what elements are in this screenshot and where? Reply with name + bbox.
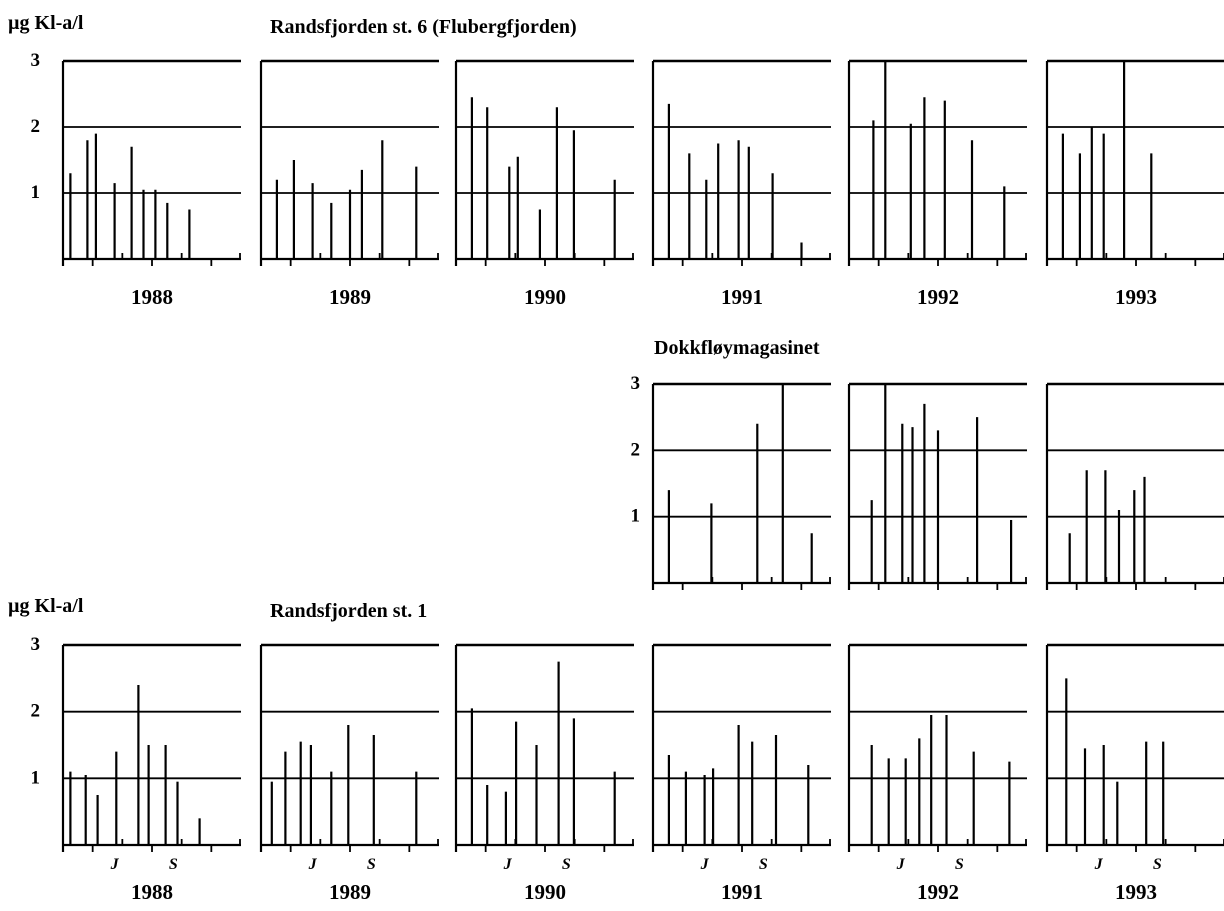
x-tick-label-S: S xyxy=(759,856,768,873)
x-tick-label-J: J xyxy=(1094,856,1104,873)
y-tick-label-1: 1 xyxy=(631,506,641,527)
y-tick-label-3: 3 xyxy=(631,373,641,394)
year-label-1992: 1992 xyxy=(917,285,959,309)
x-tick-label-S: S xyxy=(562,856,571,873)
year-label-1988: 1988 xyxy=(131,880,173,904)
x-tick-label-J: J xyxy=(110,856,120,873)
y-tick-label-3: 3 xyxy=(31,634,41,655)
year-label-1992: 1992 xyxy=(917,880,959,904)
chart-title-top: Randsfjorden st. 6 (Flubergfjorden) xyxy=(270,16,577,38)
x-tick-label-J: J xyxy=(700,856,710,873)
y-unit-label-bottom: µg Kl-a/l xyxy=(8,595,84,617)
year-label-1990: 1990 xyxy=(524,285,566,309)
x-tick-label-S: S xyxy=(169,856,178,873)
year-label-1990: 1990 xyxy=(524,880,566,904)
y-tick-label-2: 2 xyxy=(31,116,41,137)
chart-title-mid: Dokkfløymagasinet xyxy=(654,337,820,359)
x-tick-label-J: J xyxy=(503,856,513,873)
x-tick-label-S: S xyxy=(955,856,964,873)
y-tick-label-1: 1 xyxy=(31,182,41,203)
x-tick-label-J: J xyxy=(308,856,318,873)
year-label-1993: 1993 xyxy=(1115,880,1157,904)
x-tick-label-S: S xyxy=(367,856,376,873)
y-tick-label-3: 3 xyxy=(31,50,41,71)
y-tick-label-2: 2 xyxy=(31,701,41,722)
year-label-1991: 1991 xyxy=(721,285,763,309)
chart-title-bottom: Randsfjorden st. 1 xyxy=(270,600,428,622)
year-label-1993: 1993 xyxy=(1115,285,1157,309)
x-tick-label-S: S xyxy=(1153,856,1162,873)
y-unit-label-top: µg Kl-a/l xyxy=(8,12,84,34)
y-tick-label-2: 2 xyxy=(631,439,641,460)
year-label-1991: 1991 xyxy=(721,880,763,904)
x-tick-label-J: J xyxy=(896,856,906,873)
year-label-1989: 1989 xyxy=(329,285,371,309)
year-label-1989: 1989 xyxy=(329,880,371,904)
year-label-1988: 1988 xyxy=(131,285,173,309)
y-tick-label-1: 1 xyxy=(31,767,41,788)
